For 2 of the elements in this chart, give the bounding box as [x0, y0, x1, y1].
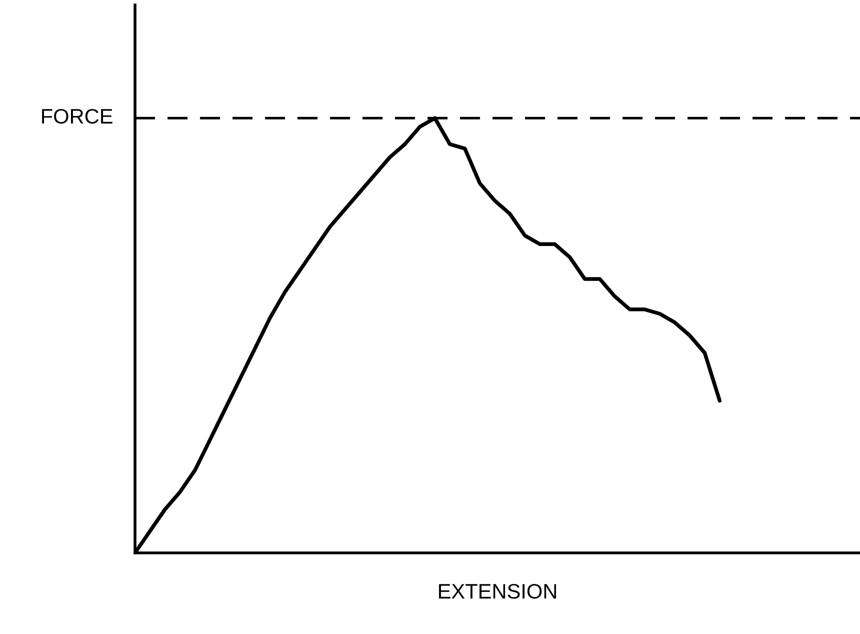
- ref-line-label: FORCE: [42, 108, 112, 124]
- x-axis-title: EXTENSION: [439, 584, 556, 599]
